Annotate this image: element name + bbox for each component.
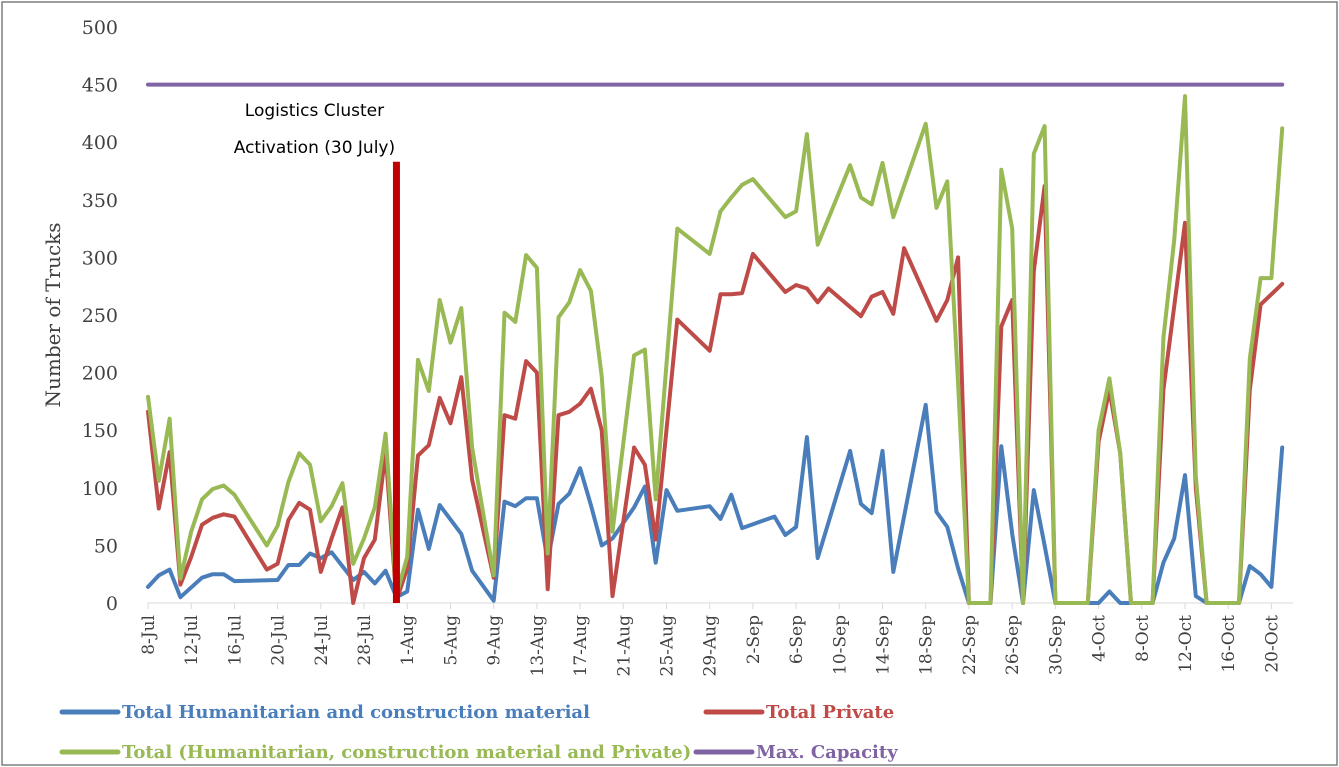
x-tick-label: 29-Aug xyxy=(701,615,721,677)
y-axis-label: Number of Trucks xyxy=(41,222,65,407)
x-tick-label: 20-Oct xyxy=(1262,615,1282,673)
series-line-1 xyxy=(146,402,1285,605)
y-tick-label: 400 xyxy=(82,132,118,154)
legend-label-1: Total Humanitarian and construction mate… xyxy=(122,702,590,723)
x-tick-label: 6-Sep xyxy=(787,615,807,664)
x-tick-label: 28-Jul xyxy=(355,615,375,666)
x-tick-label: 13-Aug xyxy=(528,615,548,677)
x-tick-label: 25-Aug xyxy=(657,615,677,677)
x-axis: 8-Jul 12-Jul 16-Jul 20-Jul 24-Jul 28-Jul 1-Aug… xyxy=(139,602,1293,677)
legend-label-2: Total Private xyxy=(766,702,894,723)
y-tick-label: 250 xyxy=(82,305,118,327)
x-tick-label: 2-Sep xyxy=(744,615,764,664)
x-tick-label: 5-Aug xyxy=(441,615,461,666)
x-tick-label: 22-Sep xyxy=(960,615,980,675)
annotation-line-2: Activation (30 July) xyxy=(234,138,395,158)
y-tick-label: 0 xyxy=(106,593,118,615)
y-tick-label: 450 xyxy=(82,75,118,97)
x-tick-label: 8-Oct xyxy=(1133,615,1153,662)
y-axis-ticks: 0 50 100 150 200 250 300 350 400 450 500 xyxy=(82,17,118,615)
x-tick-label: 12-Jul xyxy=(182,615,202,666)
x-tick-label: 24-Jul xyxy=(312,615,332,666)
y-tick-label: 150 xyxy=(82,420,118,442)
legend: Total Humanitarian and construction mate… xyxy=(59,702,898,763)
x-tick-label: 12-Oct xyxy=(1176,615,1196,673)
y-tick-label: 350 xyxy=(82,190,118,212)
x-tick-label: 30-Sep xyxy=(1046,615,1066,675)
x-tick-label: 14-Sep xyxy=(874,615,894,675)
y-tick-label: 200 xyxy=(82,363,118,385)
x-tick-label: 10-Sep xyxy=(830,615,850,675)
legend-label-4: Max. Capacity xyxy=(756,742,898,763)
activation-annotation: Logistics Cluster Activation (30 July) xyxy=(234,101,400,603)
x-tick-label: 18-Sep xyxy=(917,615,937,675)
x-tick-label: 21-Aug xyxy=(614,615,634,677)
legend-label-3: Total (Humanitarian, construction materi… xyxy=(122,742,691,763)
annotation-line-1: Logistics Cluster xyxy=(245,101,384,121)
y-tick-label: 300 xyxy=(82,247,118,269)
y-tick-label: 50 xyxy=(94,535,118,557)
y-tick-label: 100 xyxy=(82,478,118,500)
y-tick-label: 500 xyxy=(82,17,118,39)
series-line-3 xyxy=(146,94,1285,605)
series-lines xyxy=(146,82,1285,605)
x-tick-label: 26-Sep xyxy=(1003,615,1023,675)
x-tick-label: 16-Jul xyxy=(225,615,245,666)
x-tick-label: 16-Oct xyxy=(1219,615,1239,673)
x-tick-label: 1-Aug xyxy=(398,615,418,666)
x-tick-label: 17-Aug xyxy=(571,615,591,677)
x-tick-label: 8-Jul xyxy=(139,615,159,655)
x-tick-label: 4-Oct xyxy=(1090,615,1110,662)
x-tick-label: 9-Aug xyxy=(485,615,505,666)
x-tick-label: 20-Jul xyxy=(269,615,289,666)
